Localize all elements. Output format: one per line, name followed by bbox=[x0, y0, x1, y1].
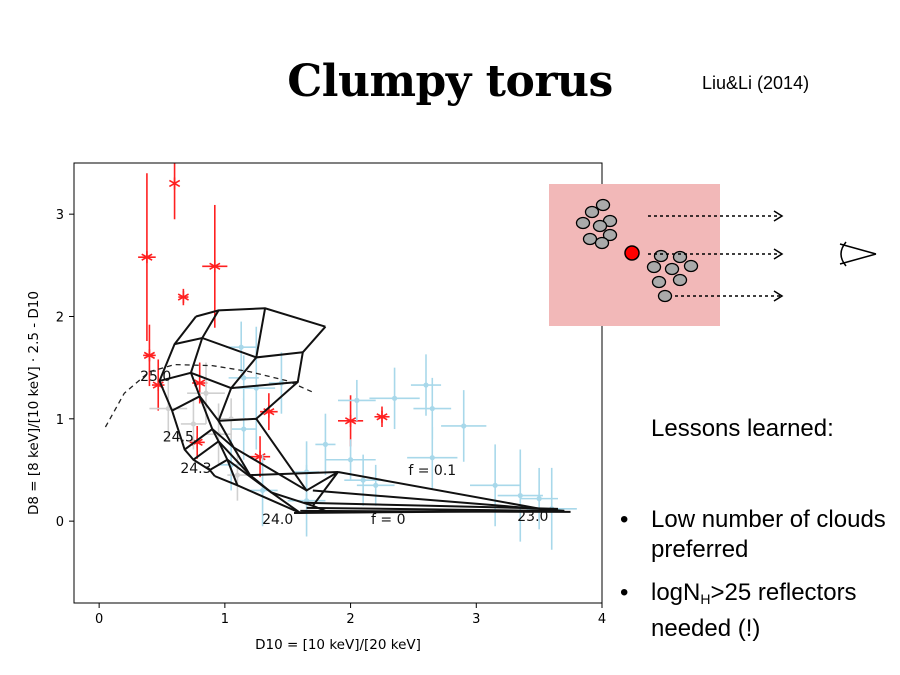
data-point bbox=[429, 455, 435, 461]
x-tick-label: 4 bbox=[598, 612, 606, 627]
model-grid-line bbox=[171, 395, 257, 422]
curve-annotation: 23.0 bbox=[517, 509, 548, 525]
cloud bbox=[672, 250, 688, 264]
cloud bbox=[582, 232, 598, 246]
cloud bbox=[594, 236, 610, 250]
plot-frame bbox=[73, 162, 603, 604]
curve-annotation: 24.0 bbox=[262, 512, 293, 528]
data-point bbox=[238, 344, 244, 350]
arrowhead-middle bbox=[773, 248, 784, 260]
arrowhead-top bbox=[773, 210, 784, 222]
cloud bbox=[595, 198, 611, 212]
data-point bbox=[517, 492, 523, 499]
bullet-dot: • bbox=[620, 579, 629, 606]
y-tick-label: 3 bbox=[56, 208, 64, 223]
x-tick-label: 0 bbox=[95, 612, 103, 627]
data-point bbox=[259, 487, 266, 494]
model-grid-line bbox=[254, 326, 339, 512]
curve-annotation: 24.3 bbox=[180, 461, 211, 477]
torus-diagram bbox=[549, 184, 877, 326]
data-point bbox=[203, 390, 209, 396]
model-grid-line bbox=[195, 307, 326, 328]
y-tick-label: 1 bbox=[56, 413, 64, 428]
lessons-heading: Lessons learned: bbox=[651, 415, 834, 442]
light-ray-arrows bbox=[648, 210, 784, 302]
model-grid-line bbox=[159, 371, 298, 390]
model-fan-line bbox=[304, 501, 559, 510]
data-point-star bbox=[209, 260, 221, 273]
cloud bbox=[584, 205, 600, 219]
cloud bbox=[683, 259, 699, 273]
bullet-dot: • bbox=[620, 506, 629, 533]
citation: Liu&Li (2014) bbox=[702, 73, 810, 93]
cloud-group bbox=[575, 198, 699, 303]
data-point bbox=[429, 405, 435, 412]
data-point bbox=[461, 423, 467, 429]
model-fan-line bbox=[293, 509, 565, 514]
data-point bbox=[423, 382, 429, 388]
lesson-item: • Low number of clouds preferred bbox=[620, 505, 900, 565]
model-grid-line bbox=[184, 427, 308, 492]
data-point-star bbox=[254, 450, 266, 463]
lessons-list: • Low number of clouds preferred • logNH… bbox=[620, 505, 900, 657]
data-point-star bbox=[177, 291, 189, 304]
model-grid-line bbox=[189, 309, 239, 486]
cloud bbox=[575, 216, 591, 230]
model-grid-line bbox=[209, 458, 314, 507]
lesson-text: Low number of clouds preferred bbox=[651, 506, 886, 563]
y-tick-label: 2 bbox=[56, 310, 64, 325]
scatter-chart: 25.0 24.5 24.3 24.0 f = 0.1 f = 0 23.0 0 1 2 3 4 0 1 2… bbox=[26, 162, 606, 653]
cloud bbox=[672, 273, 688, 287]
lesson-item: • logNH>25 reflectors needed (!) bbox=[620, 578, 900, 644]
curve-annotation: 24.5 bbox=[163, 429, 194, 445]
x-tick-label: 3 bbox=[472, 612, 480, 627]
central-source bbox=[624, 245, 640, 261]
curve-annotation: f = 0 bbox=[371, 512, 405, 528]
data-point bbox=[492, 482, 498, 488]
cloud bbox=[602, 228, 618, 242]
slide-title: Clumpy torus bbox=[287, 56, 613, 107]
model-grid-line bbox=[174, 336, 303, 359]
cloud bbox=[657, 289, 673, 303]
plot-area bbox=[104, 163, 577, 550]
x-axis-label: D10 = [10 keV]/[20 keV] bbox=[255, 637, 421, 653]
data-point bbox=[354, 397, 360, 403]
data-point bbox=[373, 482, 379, 488]
cloud bbox=[651, 275, 667, 289]
y-tick-label: 0 bbox=[56, 515, 64, 530]
model-grid-line bbox=[158, 315, 216, 477]
data-point-star bbox=[376, 410, 388, 423]
y-axis-label: D8 = [8 keV]/[10 keV] · 2.5 - D10 bbox=[26, 291, 42, 515]
lesson-text: logNH>25 reflectors needed (!) bbox=[651, 579, 857, 642]
data-point bbox=[347, 457, 354, 463]
model-grid-line bbox=[192, 439, 339, 477]
data-point bbox=[190, 421, 197, 427]
data-point bbox=[241, 426, 247, 432]
data-point bbox=[234, 472, 241, 478]
x-tick-label: 2 bbox=[346, 612, 354, 627]
x-tick-label: 1 bbox=[221, 612, 229, 627]
model-grid-line bbox=[217, 308, 301, 514]
curve-annotation: f = 0.1 bbox=[408, 463, 456, 479]
observer-eye-icon bbox=[839, 241, 877, 267]
data-point bbox=[391, 395, 398, 401]
data-point-star bbox=[143, 349, 156, 362]
cloud bbox=[653, 249, 669, 263]
data-point-star bbox=[141, 251, 153, 264]
curve-annotation: 25.0 bbox=[140, 369, 171, 385]
data-point bbox=[241, 375, 247, 381]
cloud bbox=[664, 262, 680, 276]
data-point-star bbox=[344, 414, 357, 427]
data-point bbox=[536, 496, 542, 502]
cloud bbox=[592, 219, 608, 233]
model-fan-line bbox=[337, 471, 552, 512]
arrowhead-bottom bbox=[773, 290, 784, 302]
cloud bbox=[646, 260, 662, 274]
data-point bbox=[322, 441, 329, 447]
data-point bbox=[360, 477, 366, 483]
data-point-star bbox=[168, 177, 181, 190]
